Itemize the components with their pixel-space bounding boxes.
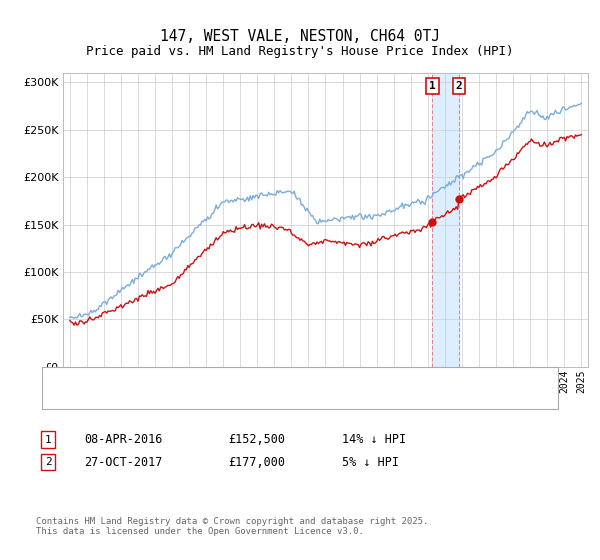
Text: 1: 1 xyxy=(44,435,52,445)
Text: 5% ↓ HPI: 5% ↓ HPI xyxy=(342,455,399,469)
Text: £177,000: £177,000 xyxy=(228,455,285,469)
Text: 147, WEST VALE, NESTON, CH64 0TJ: 147, WEST VALE, NESTON, CH64 0TJ xyxy=(160,29,440,44)
Bar xyxy=(433,73,459,367)
Text: 08-APR-2016: 08-APR-2016 xyxy=(84,433,163,446)
Text: Contains HM Land Registry data © Crown copyright and database right 2025.
This d: Contains HM Land Registry data © Crown c… xyxy=(36,517,428,536)
Text: Price paid vs. HM Land Registry's House Price Index (HPI): Price paid vs. HM Land Registry's House … xyxy=(86,45,514,58)
Text: 2: 2 xyxy=(44,457,52,467)
Text: 14% ↓ HPI: 14% ↓ HPI xyxy=(342,433,406,446)
Text: 2: 2 xyxy=(455,81,462,91)
Text: £152,500: £152,500 xyxy=(228,433,285,446)
Text: 147, WEST VALE, NESTON, CH64 0TJ (semi-detached house): 147, WEST VALE, NESTON, CH64 0TJ (semi-d… xyxy=(93,374,431,384)
Text: 1: 1 xyxy=(429,81,436,91)
Text: HPI: Average price, semi-detached house, Cheshire West and Chester: HPI: Average price, semi-detached house,… xyxy=(93,392,505,402)
Text: 27-OCT-2017: 27-OCT-2017 xyxy=(84,455,163,469)
